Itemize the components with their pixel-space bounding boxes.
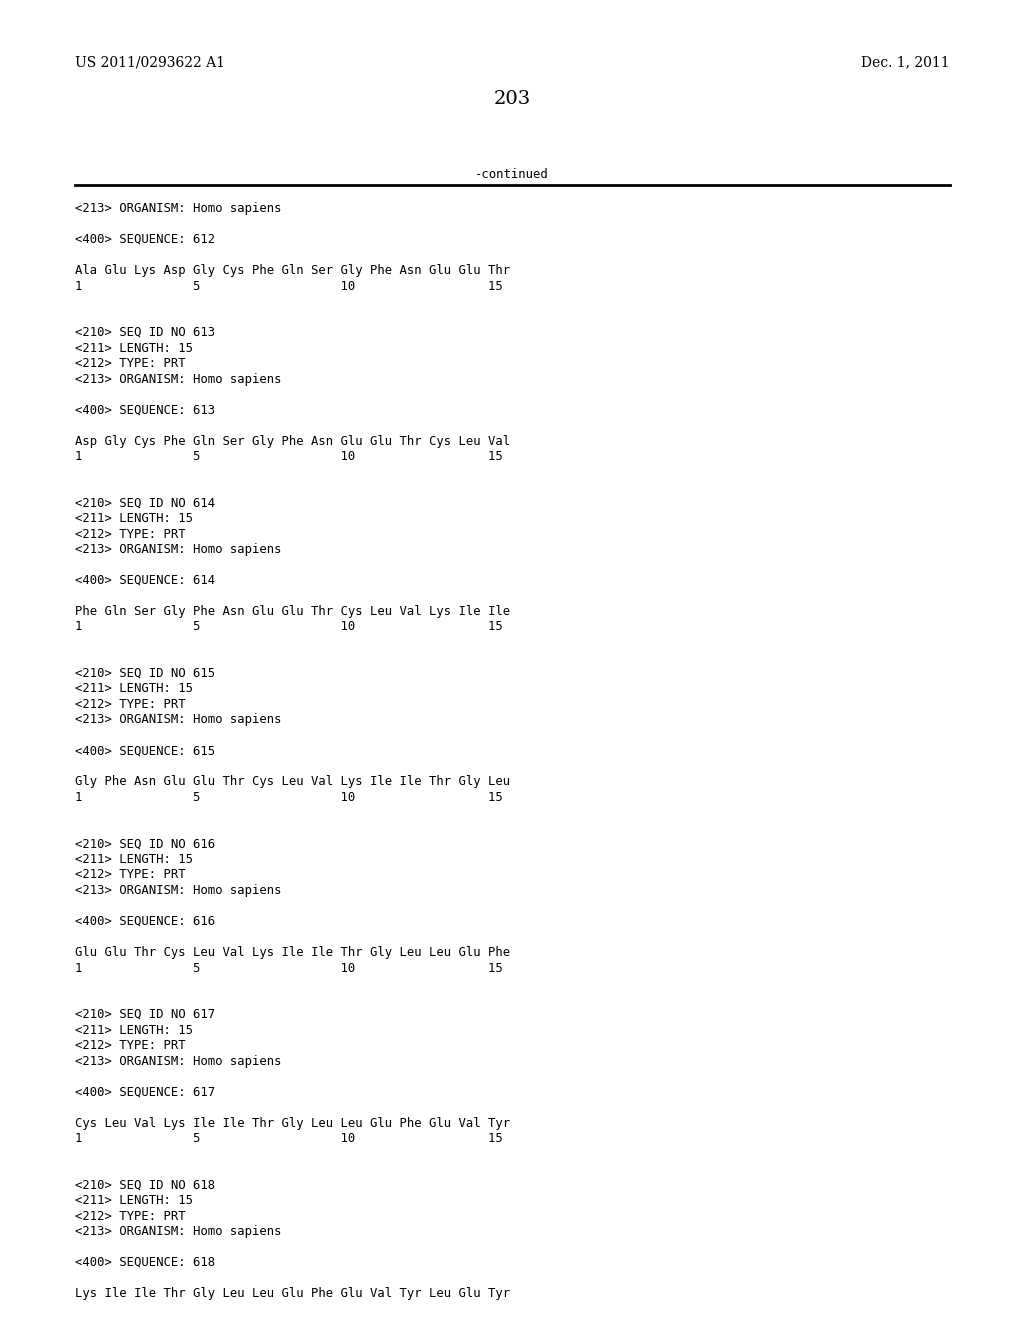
Text: 1               5                   10                  15: 1 5 10 15 — [75, 450, 503, 463]
Text: Asp Gly Cys Phe Gln Ser Gly Phe Asn Glu Glu Thr Cys Leu Val: Asp Gly Cys Phe Gln Ser Gly Phe Asn Glu … — [75, 434, 510, 447]
Text: <400> SEQUENCE: 615: <400> SEQUENCE: 615 — [75, 744, 215, 758]
Text: <210> SEQ ID NO 618: <210> SEQ ID NO 618 — [75, 1179, 215, 1192]
Text: Ala Glu Lys Asp Gly Cys Phe Gln Ser Gly Phe Asn Glu Glu Thr: Ala Glu Lys Asp Gly Cys Phe Gln Ser Gly … — [75, 264, 510, 277]
Text: <211> LENGTH: 15: <211> LENGTH: 15 — [75, 853, 193, 866]
Text: 1               5                   10                  15: 1 5 10 15 — [75, 280, 503, 293]
Text: <212> TYPE: PRT: <212> TYPE: PRT — [75, 698, 185, 711]
Text: Dec. 1, 2011: Dec. 1, 2011 — [861, 55, 950, 69]
Text: <213> ORGANISM: Homo sapiens: <213> ORGANISM: Homo sapiens — [75, 543, 282, 556]
Text: <213> ORGANISM: Homo sapiens: <213> ORGANISM: Homo sapiens — [75, 202, 282, 215]
Text: <400> SEQUENCE: 618: <400> SEQUENCE: 618 — [75, 1257, 215, 1269]
Text: 1               5                   10                  15: 1 5 10 15 — [75, 961, 503, 974]
Text: <213> ORGANISM: Homo sapiens: <213> ORGANISM: Homo sapiens — [75, 1055, 282, 1068]
Text: Phe Gln Ser Gly Phe Asn Glu Glu Thr Cys Leu Val Lys Ile Ile: Phe Gln Ser Gly Phe Asn Glu Glu Thr Cys … — [75, 605, 510, 618]
Text: <213> ORGANISM: Homo sapiens: <213> ORGANISM: Homo sapiens — [75, 1225, 282, 1238]
Text: <212> TYPE: PRT: <212> TYPE: PRT — [75, 1039, 185, 1052]
Text: <212> TYPE: PRT: <212> TYPE: PRT — [75, 869, 185, 882]
Text: <400> SEQUENCE: 617: <400> SEQUENCE: 617 — [75, 1085, 215, 1098]
Text: <210> SEQ ID NO 613: <210> SEQ ID NO 613 — [75, 326, 215, 339]
Text: <400> SEQUENCE: 612: <400> SEQUENCE: 612 — [75, 234, 215, 246]
Text: <400> SEQUENCE: 614: <400> SEQUENCE: 614 — [75, 574, 215, 587]
Text: <210> SEQ ID NO 614: <210> SEQ ID NO 614 — [75, 496, 215, 510]
Text: 1               5                   10                  15: 1 5 10 15 — [75, 1133, 503, 1144]
Text: <211> LENGTH: 15: <211> LENGTH: 15 — [75, 512, 193, 525]
Text: <210> SEQ ID NO 617: <210> SEQ ID NO 617 — [75, 1008, 215, 1020]
Text: <210> SEQ ID NO 616: <210> SEQ ID NO 616 — [75, 837, 215, 850]
Text: <210> SEQ ID NO 615: <210> SEQ ID NO 615 — [75, 667, 215, 680]
Text: <211> LENGTH: 15: <211> LENGTH: 15 — [75, 342, 193, 355]
Text: <400> SEQUENCE: 616: <400> SEQUENCE: 616 — [75, 915, 215, 928]
Text: 1               5                   10                  15: 1 5 10 15 — [75, 620, 503, 634]
Text: -continued: -continued — [475, 168, 549, 181]
Text: <213> ORGANISM: Homo sapiens: <213> ORGANISM: Homo sapiens — [75, 884, 282, 898]
Text: Glu Glu Thr Cys Leu Val Lys Ile Ile Thr Gly Leu Leu Glu Phe: Glu Glu Thr Cys Leu Val Lys Ile Ile Thr … — [75, 946, 510, 960]
Text: <212> TYPE: PRT: <212> TYPE: PRT — [75, 356, 185, 370]
Text: Lys Ile Ile Thr Gly Leu Leu Glu Phe Glu Val Tyr Leu Glu Tyr: Lys Ile Ile Thr Gly Leu Leu Glu Phe Glu … — [75, 1287, 510, 1300]
Text: Cys Leu Val Lys Ile Ile Thr Gly Leu Leu Glu Phe Glu Val Tyr: Cys Leu Val Lys Ile Ile Thr Gly Leu Leu … — [75, 1117, 510, 1130]
Text: US 2011/0293622 A1: US 2011/0293622 A1 — [75, 55, 225, 69]
Text: <213> ORGANISM: Homo sapiens: <213> ORGANISM: Homo sapiens — [75, 372, 282, 385]
Text: <211> LENGTH: 15: <211> LENGTH: 15 — [75, 682, 193, 696]
Text: <211> LENGTH: 15: <211> LENGTH: 15 — [75, 1195, 193, 1206]
Text: 203: 203 — [494, 90, 530, 108]
Text: <212> TYPE: PRT: <212> TYPE: PRT — [75, 1209, 185, 1222]
Text: Gly Phe Asn Glu Glu Thr Cys Leu Val Lys Ile Ile Thr Gly Leu: Gly Phe Asn Glu Glu Thr Cys Leu Val Lys … — [75, 776, 510, 788]
Text: <213> ORGANISM: Homo sapiens: <213> ORGANISM: Homo sapiens — [75, 714, 282, 726]
Text: <400> SEQUENCE: 613: <400> SEQUENCE: 613 — [75, 404, 215, 417]
Text: <212> TYPE: PRT: <212> TYPE: PRT — [75, 528, 185, 540]
Text: 1               5                   10                  15: 1 5 10 15 — [75, 791, 503, 804]
Text: <211> LENGTH: 15: <211> LENGTH: 15 — [75, 1023, 193, 1036]
